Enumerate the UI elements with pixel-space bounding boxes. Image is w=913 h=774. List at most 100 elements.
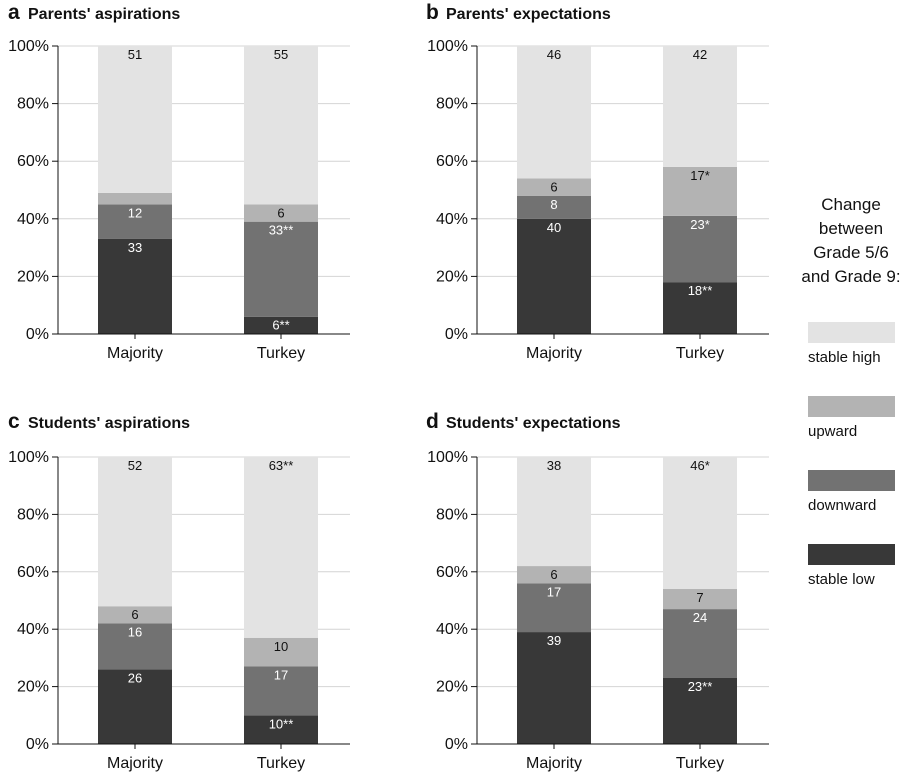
x-category-label: Turkey xyxy=(257,755,305,772)
bar-segment-upward xyxy=(517,178,591,196)
panel-title: Students' expectations xyxy=(446,415,621,432)
data-label: 6 xyxy=(550,567,557,582)
bar-segment-downward xyxy=(663,215,737,283)
panel-letter: b xyxy=(426,1,439,24)
x-category-label: Majority xyxy=(107,755,163,772)
data-label: 17* xyxy=(690,168,710,183)
y-tick-label: 60% xyxy=(17,153,49,170)
data-label: 23* xyxy=(690,217,710,232)
panel-b: b Parents' expectations 0% 20% 40% 60% 80% 100%… xyxy=(426,1,769,362)
x-category-label: Turkey xyxy=(257,345,305,362)
y-tick-label: 20% xyxy=(17,679,49,696)
y-tick-label: 0% xyxy=(26,326,49,343)
y-tick-label: 40% xyxy=(17,211,49,228)
y-tick-label: 80% xyxy=(17,96,49,113)
data-label: 6 xyxy=(131,607,138,622)
y-tick-label: 0% xyxy=(26,736,49,753)
panel-letter: d xyxy=(426,410,439,433)
y-tick-label: 0% xyxy=(445,326,468,343)
data-label: 51 xyxy=(128,47,142,62)
bar-segment-stable-high xyxy=(244,46,318,205)
legend: Change between Grade 5/6 and Grade 9: stable… xyxy=(801,195,900,588)
data-label: 7 xyxy=(696,590,703,605)
bar-segment-stable-low xyxy=(663,677,737,744)
data-label: 23** xyxy=(688,679,713,694)
data-label: 46 xyxy=(547,47,561,62)
bar-segment-stable-low xyxy=(98,238,172,334)
data-label: 39 xyxy=(547,633,561,648)
legend-swatch-stable-low xyxy=(808,544,895,565)
panel-c: c Students' aspirations 0% 20% 40% 60% 80% 100%… xyxy=(8,410,350,772)
bar-segment-stable-low xyxy=(244,316,318,334)
panel-d: d Students' expectations 0% 20% 40% 60% 80% 100… xyxy=(426,410,769,772)
data-label: 10 xyxy=(274,639,288,654)
bar-segment-stable-low xyxy=(98,669,172,744)
data-label: 33** xyxy=(269,223,294,238)
legend-swatch-downward xyxy=(808,470,895,491)
data-label: 40 xyxy=(547,220,561,235)
bar-segment-upward xyxy=(98,606,172,624)
data-label: 42 xyxy=(693,47,707,62)
bar-segment-stable-high xyxy=(663,457,737,590)
data-label: 52 xyxy=(128,458,142,473)
data-label: 46* xyxy=(690,458,710,473)
data-label: 18** xyxy=(688,283,713,298)
bar-segment-downward xyxy=(98,623,172,670)
bar-segment-downward xyxy=(244,666,318,716)
data-label: 17 xyxy=(274,668,288,683)
panel-title: Parents' expectations xyxy=(446,6,611,23)
y-tick-label: 60% xyxy=(436,564,468,581)
bar-segment-stable-high xyxy=(98,457,172,607)
bar-segment-stable-high xyxy=(517,46,591,179)
y-tick-label: 20% xyxy=(436,268,468,285)
bar-segment-upward xyxy=(663,166,737,216)
y-tick-label: 100% xyxy=(8,449,49,466)
x-category-label: Turkey xyxy=(676,345,724,362)
data-label: 8 xyxy=(550,197,557,212)
data-label: 12 xyxy=(128,205,142,220)
y-tick-label: 40% xyxy=(17,621,49,638)
y-tick-label: 20% xyxy=(436,679,468,696)
data-label: 6** xyxy=(272,318,289,333)
bar-segment-stable-high xyxy=(244,457,318,638)
bar-segment-upward xyxy=(663,589,737,610)
bar-segment-upward xyxy=(517,566,591,584)
legend-label: stable high xyxy=(808,349,881,366)
data-label: 55 xyxy=(274,47,288,62)
y-tick-label: 40% xyxy=(436,621,468,638)
data-label: 38 xyxy=(547,458,561,473)
y-tick-label: 80% xyxy=(436,96,468,113)
bar-segment-downward xyxy=(663,609,737,678)
y-tick-label: 60% xyxy=(17,564,49,581)
data-label: 6 xyxy=(550,179,557,194)
bar-segment-stable-high xyxy=(98,46,172,193)
bar-segment-stable-low xyxy=(517,218,591,334)
panel-a: a Parents' aspirations 0% 20% 40% 60% 80% 100% 3… xyxy=(8,1,350,362)
bar-segment-stable-low xyxy=(663,282,737,334)
x-category-label: Majority xyxy=(107,345,163,362)
data-label: 16 xyxy=(128,624,142,639)
y-tick-label: 40% xyxy=(436,211,468,228)
legend-title: Grade 5/6 xyxy=(813,243,889,262)
data-label: 26 xyxy=(128,670,142,685)
legend-title: and Grade 9: xyxy=(801,267,900,286)
bar-segment-upward xyxy=(244,204,318,222)
data-label: 63** xyxy=(269,458,294,473)
x-category-label: Majority xyxy=(526,755,582,772)
data-label: 6 xyxy=(277,205,284,220)
legend-label: downward xyxy=(808,497,876,514)
bar-segment-stable-low xyxy=(244,715,318,744)
data-label: 33 xyxy=(128,240,142,255)
bar-segment-downward xyxy=(98,204,172,239)
bar-segment-downward xyxy=(517,583,591,633)
data-label: 10** xyxy=(269,716,294,731)
bar-segment-downward xyxy=(244,221,318,317)
y-tick-label: 20% xyxy=(17,268,49,285)
legend-label: upward xyxy=(808,423,857,440)
y-tick-label: 100% xyxy=(427,449,468,466)
bar-segment-stable-low xyxy=(517,632,591,744)
bar-segment-stable-high xyxy=(663,46,737,167)
x-category-label: Majority xyxy=(526,345,582,362)
panel-title: Students' aspirations xyxy=(28,415,190,432)
y-tick-label: 0% xyxy=(445,736,468,753)
